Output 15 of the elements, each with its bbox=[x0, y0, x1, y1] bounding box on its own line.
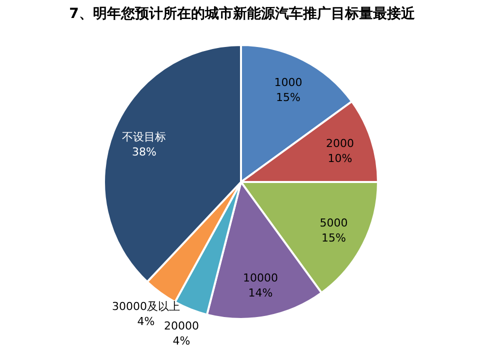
slice-label: 2000 bbox=[326, 136, 354, 150]
data-label: 38% bbox=[132, 146, 156, 159]
slice-label: 1000 bbox=[274, 76, 302, 90]
slice-label: 5000 bbox=[320, 216, 348, 230]
slice-label: 30000及以上 bbox=[112, 300, 180, 313]
slice-label: 10000 bbox=[243, 271, 278, 284]
data-label: 15% bbox=[322, 231, 346, 244]
data-label: 14% bbox=[248, 286, 273, 300]
chart-title: 7、明年您预计所在的城市新能源汽车推广目标量最接近 bbox=[69, 5, 416, 22]
data-label: 4% bbox=[137, 314, 155, 328]
data-label: 15% bbox=[276, 91, 300, 104]
slice-label: 不设目标 bbox=[122, 130, 166, 144]
data-label: 10% bbox=[328, 152, 352, 165]
slice-label: 20000 bbox=[164, 319, 199, 332]
data-label: 4% bbox=[172, 334, 190, 348]
